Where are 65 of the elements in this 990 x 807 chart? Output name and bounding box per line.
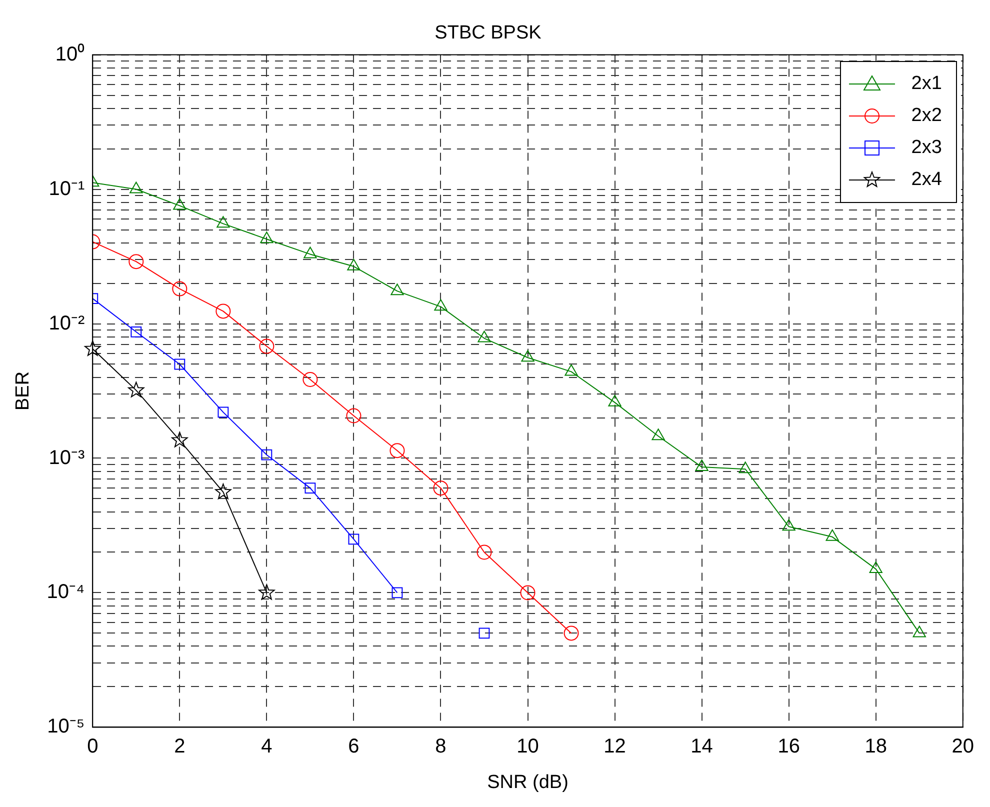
point xyxy=(258,584,275,600)
x-tick-label: 12 xyxy=(604,736,626,758)
point xyxy=(216,304,231,319)
point xyxy=(433,480,448,496)
x-tick-label: 4 xyxy=(261,736,272,758)
point xyxy=(347,258,360,270)
point xyxy=(695,460,708,472)
point xyxy=(172,432,188,448)
x-tick-label: 8 xyxy=(435,736,446,758)
point xyxy=(304,482,316,494)
y-tick-label: 10⁻¹ xyxy=(48,178,85,200)
x-tick-label: 0 xyxy=(87,736,98,758)
legend-label: 2x4 xyxy=(911,168,942,191)
point xyxy=(564,626,579,641)
point xyxy=(259,338,274,354)
x-tick-label: 16 xyxy=(778,736,800,758)
point xyxy=(478,628,490,639)
point xyxy=(304,246,317,258)
point xyxy=(130,182,143,194)
point xyxy=(782,519,796,531)
point xyxy=(476,544,492,560)
point xyxy=(260,232,274,244)
point xyxy=(172,281,188,296)
point xyxy=(348,534,360,545)
x-tick-label: 20 xyxy=(952,736,974,758)
point xyxy=(564,364,578,376)
point xyxy=(869,562,882,574)
point xyxy=(738,462,752,474)
legend-label: 2x2 xyxy=(911,104,942,127)
point xyxy=(130,326,142,338)
point xyxy=(128,254,144,270)
point xyxy=(302,372,318,388)
point xyxy=(218,406,229,418)
point xyxy=(174,358,186,370)
y-tick-label: 10⁻⁴ xyxy=(46,581,85,604)
y-tick-label: 10⁻² xyxy=(48,312,85,334)
x-tick-label: 14 xyxy=(690,736,713,758)
y-tick-label: 10⁰ xyxy=(55,42,85,66)
point xyxy=(216,216,230,228)
point xyxy=(434,299,448,311)
point xyxy=(84,340,101,356)
point xyxy=(390,284,404,296)
point xyxy=(215,484,232,500)
chart-title: STBC BPSK xyxy=(434,22,542,44)
y-tick-label: 10⁻³ xyxy=(48,446,85,469)
y-axis-title: BER xyxy=(12,371,34,411)
point xyxy=(478,330,491,342)
x-tick-label: 2 xyxy=(174,736,186,758)
x-tick-label: 10 xyxy=(516,736,539,758)
legend-label: 2x1 xyxy=(911,72,942,95)
x-tick-label: 6 xyxy=(348,736,360,758)
x-axis-title: SNR (dB) xyxy=(487,772,568,793)
point xyxy=(520,585,536,600)
legend-label: 2x3 xyxy=(911,136,942,159)
point xyxy=(173,198,186,210)
point xyxy=(390,443,405,458)
y-tick-label: 10⁻⁵ xyxy=(47,716,85,738)
point xyxy=(521,350,534,362)
point xyxy=(346,408,362,424)
x-tick-label: 18 xyxy=(864,736,887,758)
point xyxy=(608,394,622,406)
point xyxy=(128,382,144,398)
point xyxy=(652,428,665,440)
point xyxy=(261,449,272,460)
point xyxy=(392,587,403,598)
